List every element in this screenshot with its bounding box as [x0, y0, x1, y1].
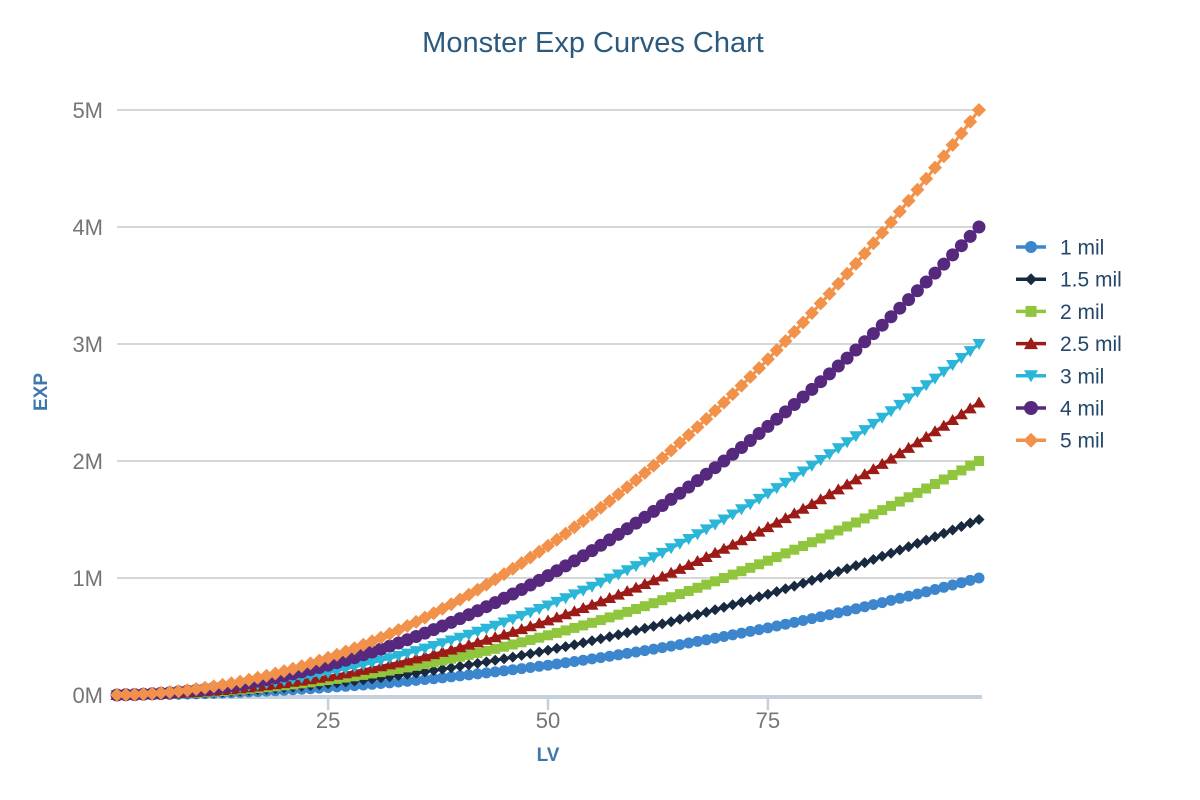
- legend-item-2-5-mil[interactable]: 2.5 mil: [1016, 333, 1122, 356]
- legend-item-1-mil[interactable]: 1 mil: [1016, 237, 1104, 260]
- x-tick-label: 75: [756, 708, 780, 733]
- triangle-down-icon: [1024, 370, 1038, 383]
- circle-icon: [1025, 241, 1037, 253]
- y-axis-title: EXP: [31, 373, 52, 411]
- gridlines: 0M 1M 2M 3M 4M 5M: [72, 98, 982, 708]
- y-tick-label: 4M: [72, 215, 103, 240]
- legend-label: 1 mil: [1060, 237, 1104, 260]
- chart-title: Monster Exp Curves Chart: [422, 27, 764, 59]
- x-tick-label: 50: [536, 708, 560, 733]
- legend-label: 1.5 mil: [1060, 269, 1122, 292]
- legend-item-4-mil[interactable]: 4 mil: [1016, 398, 1104, 421]
- axes: 25 50 75: [112, 695, 982, 733]
- y-tick-label: 1M: [72, 566, 103, 591]
- legend-item-5-mil[interactable]: 5 mil: [1016, 430, 1104, 453]
- legend-label: 5 mil: [1060, 430, 1104, 453]
- y-tick-label: 2M: [72, 449, 103, 474]
- legend: 1 mil 1.5 mil 2 mil 2.5 mil 3 mil 4 mil 5 mil: [1016, 237, 1122, 453]
- legend-label: 2 mil: [1060, 301, 1104, 324]
- series-line: [116, 342, 980, 697]
- x-tick-label: 25: [316, 708, 340, 733]
- series-5-mil: [110, 103, 986, 702]
- legend-label: 2.5 mil: [1060, 333, 1122, 356]
- y-tick-label: 0M: [72, 683, 103, 708]
- y-tick-label: 5M: [72, 98, 103, 123]
- x-axis-title: LV: [537, 745, 560, 766]
- series-layer: [110, 103, 986, 702]
- square-icon: [1025, 305, 1037, 317]
- legend-item-2-mil[interactable]: 2 mil: [1016, 301, 1104, 324]
- legend-label: 3 mil: [1060, 365, 1104, 388]
- circle-icon: [1024, 401, 1038, 415]
- diamond-icon: [1025, 273, 1037, 286]
- y-tick-label: 3M: [72, 332, 103, 357]
- legend-label: 4 mil: [1060, 398, 1104, 421]
- legend-item-1-5-mil[interactable]: 1.5 mil: [1016, 269, 1122, 292]
- legend-item-3-mil[interactable]: 3 mil: [1016, 365, 1104, 388]
- triangle-up-icon: [1024, 337, 1038, 350]
- diamond-icon: [1023, 432, 1039, 448]
